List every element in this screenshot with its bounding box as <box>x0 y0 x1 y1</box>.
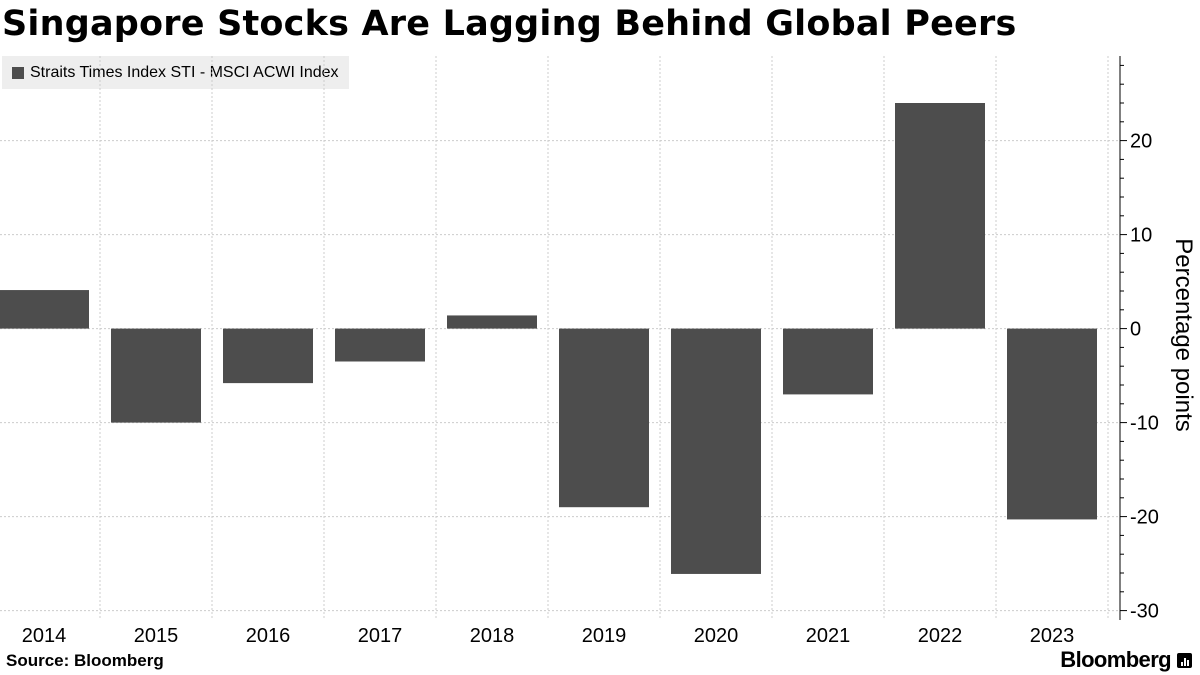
bar-2018 <box>447 315 537 329</box>
chart-title: Singapore Stocks Are Lagging Behind Glob… <box>2 4 1017 44</box>
bar-2022 <box>895 103 985 329</box>
bar-2023 <box>1007 328 1097 520</box>
x-tick-label: 2021 <box>806 625 851 647</box>
x-axis-labels: 2014 2015 2016 2017 2018 2019 2020 2021 2022 2023 <box>22 625 1075 647</box>
x-tick-label: 2014 <box>22 625 67 647</box>
bloomberg-logo-text: Bloomberg <box>1060 647 1171 672</box>
y-axis-title: Percentage points <box>1170 238 1197 431</box>
legend-swatch <box>12 66 24 79</box>
bloomberg-bar-chart-icon <box>1177 652 1192 668</box>
legend: Straits Times Index STI - MSCI ACWI Inde… <box>2 56 349 89</box>
bar-2021 <box>783 328 873 395</box>
x-tick-label: 2016 <box>246 625 291 647</box>
bloomberg-logo: Bloomberg <box>1060 647 1192 673</box>
y-tick-label: 20 <box>1130 131 1152 153</box>
source-note: Source: Bloomberg <box>6 651 164 670</box>
bar-2020 <box>671 328 761 574</box>
x-tick-label: 2023 <box>1030 625 1075 647</box>
y-axis: -30 -20 -10 0 10 20 <box>1119 56 1159 623</box>
bar-2014 <box>0 290 89 329</box>
y-tick-label: -30 <box>1130 601 1159 623</box>
bar-2016 <box>223 328 313 384</box>
bar-2015 <box>111 328 201 423</box>
legend-label: Straits Times Index STI - MSCI ACWI Inde… <box>30 63 339 81</box>
bars <box>0 103 1097 574</box>
y-tick-label: 10 <box>1130 225 1152 247</box>
x-tick-label: 2018 <box>470 625 515 647</box>
bar-2017 <box>335 328 425 362</box>
y-tick-label: 0 <box>1130 319 1141 341</box>
x-tick-label: 2022 <box>918 625 963 647</box>
y-tick-label: -20 <box>1130 507 1159 529</box>
y-tick-label: -10 <box>1130 413 1159 435</box>
bar-2019 <box>559 328 649 508</box>
x-tick-label: 2020 <box>694 625 739 647</box>
x-tick-label: 2019 <box>582 625 627 647</box>
x-tick-label: 2017 <box>358 625 403 647</box>
x-tick-label: 2015 <box>134 625 179 647</box>
